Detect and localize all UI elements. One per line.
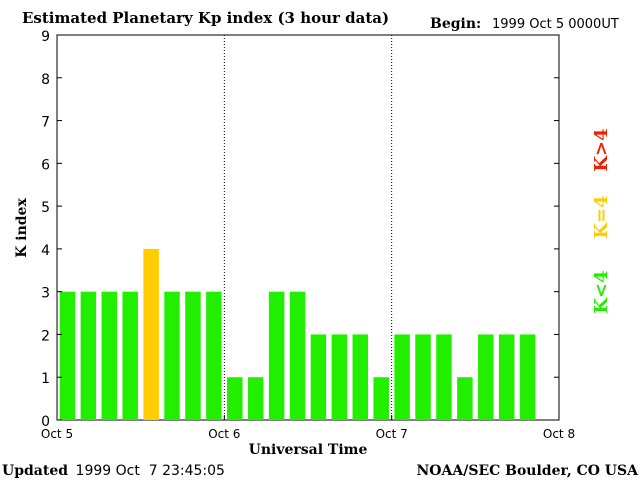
y-tick-label: 4: [41, 243, 50, 259]
kp-bar: [80, 291, 97, 420]
y-tick-label: 7: [41, 115, 50, 131]
x-tick-label: Oct 7: [376, 427, 408, 441]
kp-bar: [59, 291, 76, 420]
legend-item-label: K=4: [591, 195, 612, 238]
day-gridlines: [223, 35, 393, 420]
y-tick-label: 3: [41, 286, 50, 302]
y-tick-label: 0: [41, 414, 50, 430]
kp-bar: [185, 291, 201, 420]
y-tick-label: 6: [41, 157, 50, 173]
kp-bar: [101, 291, 118, 420]
y-tick-label: 8: [41, 72, 50, 88]
kp-bar: [331, 334, 348, 420]
kp-bar: [143, 248, 159, 420]
x-tick-label: Oct 8: [543, 427, 575, 441]
kp-bar: [436, 334, 452, 420]
plot-frame: [56, 34, 560, 421]
legend: K<4 K=4 K>4: [591, 128, 612, 313]
updated-label: Updated: [2, 463, 68, 479]
kp-bar: [310, 334, 327, 420]
updated-line: Updated 1999 Oct 7 23:45:05: [2, 463, 225, 479]
y-tick-label: 9: [41, 29, 50, 45]
kp-bar: [289, 291, 306, 420]
y-tick-label: 1: [41, 371, 50, 387]
y-tick-label: 5: [41, 200, 50, 216]
legend-item-label: K<4: [591, 270, 612, 313]
x-axis-label: Universal Time: [249, 442, 368, 458]
kp-bar: [164, 291, 180, 420]
kp-bar: [519, 334, 536, 420]
kp-bar: [247, 377, 264, 420]
begin-value: 1999 Oct 5 0000UT: [492, 17, 619, 32]
y-tick-label: 2: [41, 328, 50, 344]
x-tick-label: Oct 5: [41, 427, 73, 441]
kp-bar: [373, 377, 389, 420]
kp-bar: [352, 334, 369, 420]
kp-bar: [394, 334, 410, 420]
kp-bars: [59, 248, 536, 420]
chart-title: Estimated Planetary Kp index (3 hour dat…: [22, 9, 389, 27]
x-tick-label: Oct 6: [208, 427, 240, 441]
x-axis-ticks: Oct 5 Oct 6 Oct 7 Oct 8: [41, 415, 575, 441]
begin-label: Begin:: [430, 16, 481, 32]
source-credit: NOAA/SEC Boulder, CO USA: [417, 463, 640, 479]
kp-bar: [415, 334, 431, 420]
kp-bar: [498, 334, 515, 420]
legend-item-label: K>4: [591, 128, 612, 171]
kp-bar: [457, 377, 473, 420]
updated-value: 1999 Oct 7 23:45:05: [76, 463, 225, 479]
kp-bar: [268, 291, 285, 420]
kp-bar: [227, 377, 243, 420]
kp-bar: [206, 291, 222, 420]
kp-bar: [122, 291, 138, 420]
kp-bar: [478, 334, 494, 420]
y-axis-label: K index: [14, 198, 30, 258]
y-axis-ticks: 0 1 2 3 4 5 6 7 8 9: [41, 29, 559, 430]
